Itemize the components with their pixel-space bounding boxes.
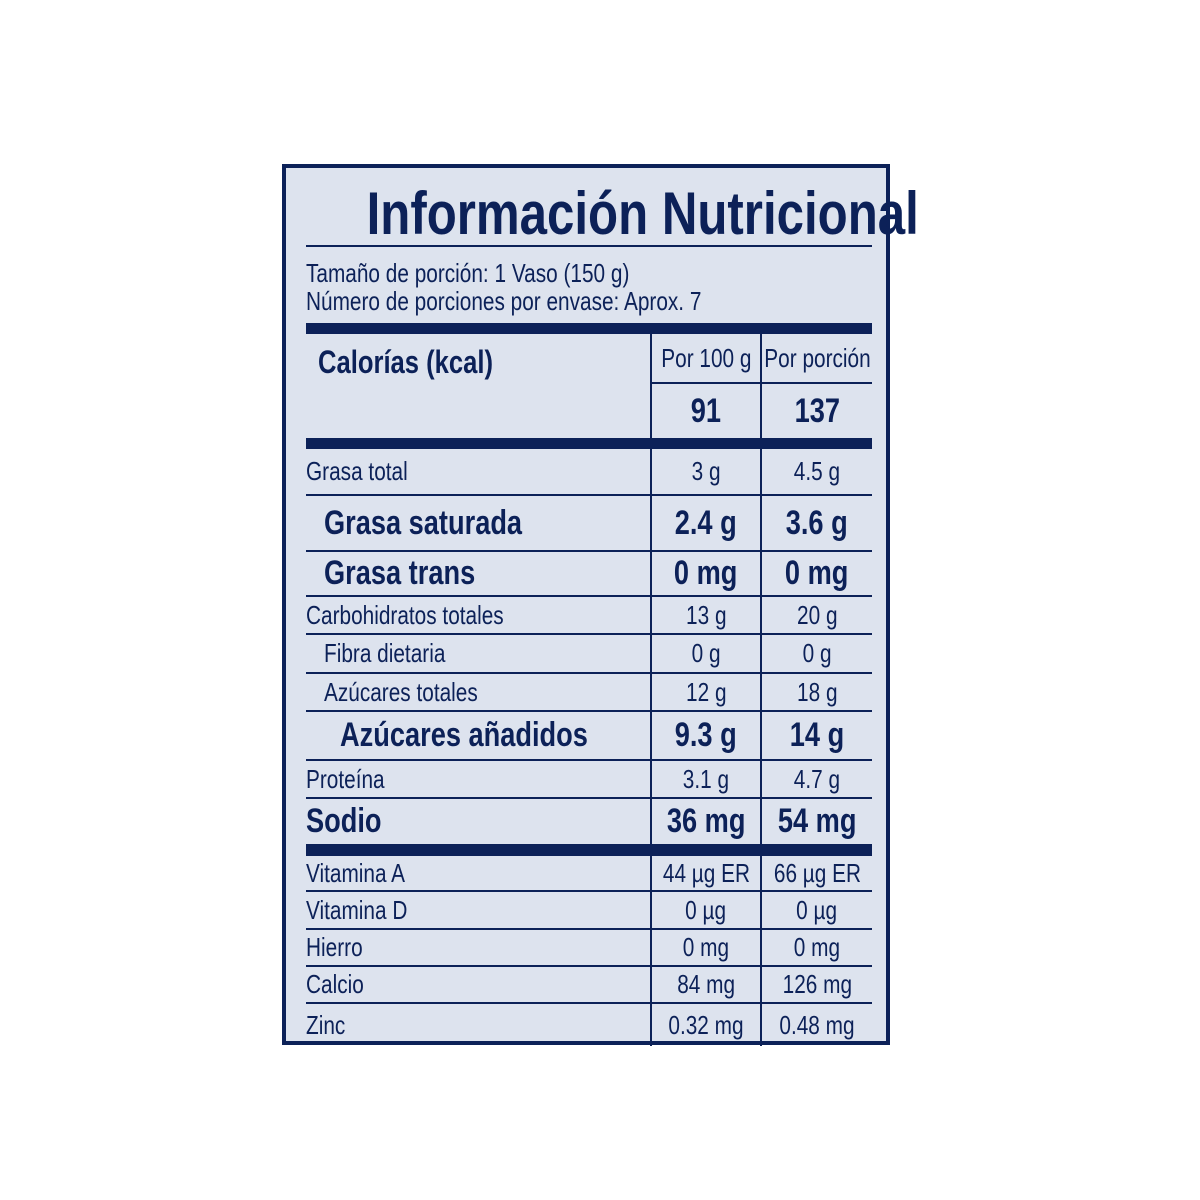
value-per-100g: 36 mg: [650, 799, 760, 844]
table-row: Grasa trans 0 mg 0 mg: [306, 552, 872, 597]
nutrients-table: Grasa total 3 g 4.5 g Grasa saturada 2.4 g 3.…: [306, 449, 872, 844]
table-row: Calcio 84 mg 126 mg: [306, 967, 872, 1004]
value-per-serving: 0 mg: [760, 930, 872, 967]
value-per-serving: 4.7 g: [760, 761, 872, 799]
value-per-100g: 0 g: [650, 635, 760, 674]
table-row: Carbohidratos totales 13 g 20 g: [306, 597, 872, 635]
value-per-serving: 14 g: [760, 712, 872, 761]
nutrient-label: Sodio: [306, 802, 382, 840]
value-per-serving: 54 mg: [760, 799, 872, 844]
value-per-100g: 9.3 g: [650, 712, 760, 761]
nutrient-label: Vitamina A: [306, 856, 650, 892]
value-per-100g: 0 mg: [650, 552, 760, 597]
divider-thick: [306, 438, 872, 449]
nutrient-label: Grasa saturada: [306, 496, 650, 552]
table-row: Grasa total 3 g 4.5 g: [306, 449, 872, 496]
nutrient-label: Carbohidratos totales: [306, 597, 650, 635]
value-per-serving: 0.48 mg: [760, 1004, 872, 1046]
value-per-serving: 4.5 g: [760, 449, 872, 496]
value-per-100g: 12 g: [650, 674, 760, 712]
divider-thick: [306, 323, 872, 334]
nutrient-label: Azúcares añadidos: [306, 712, 650, 761]
table-row: Sodio 36 mg 54 mg: [306, 799, 872, 844]
value-per-serving: 66 µg ER: [760, 856, 872, 892]
nutrient-label: Vitamina D: [306, 892, 650, 930]
value-per-100g: 84 mg: [650, 967, 760, 1004]
value-per-serving: 18 g: [760, 674, 872, 712]
nutrient-label: Proteína: [306, 761, 650, 799]
col-header-per-100g: Por 100 g: [650, 334, 760, 384]
label-title: Información Nutricional: [306, 168, 919, 247]
value-per-serving: 0 g: [760, 635, 872, 674]
nutrient-label: Hierro: [306, 930, 650, 967]
value-per-100g: 0.32 mg: [650, 1004, 760, 1046]
calories-label: Calorías (kcal): [318, 344, 494, 380]
value-per-100g: 13 g: [650, 597, 760, 635]
value-per-100g: 2.4 g: [650, 496, 760, 552]
table-row: Zinc 0.32 mg 0.48 mg: [306, 1004, 872, 1046]
nutrient-label: Grasa total: [306, 449, 650, 496]
value-per-100g: 3 g: [650, 449, 760, 496]
nutrient-label: Zinc: [306, 1009, 346, 1040]
value-per-100g: 0 mg: [650, 930, 760, 967]
col-header-per-serving: Por porción: [760, 334, 872, 384]
divider-thick: [306, 844, 872, 856]
table-row: Azúcares totales 12 g 18 g: [306, 674, 872, 712]
nutrient-label: Fibra dietaria: [306, 635, 650, 674]
table-row: Hierro 0 mg 0 mg: [306, 930, 872, 967]
table-row: Proteína 3.1 g 4.7 g: [306, 761, 872, 799]
value-per-100g: 44 µg ER: [650, 856, 760, 892]
calories-per-100g: 91: [650, 384, 760, 438]
table-row: Azúcares añadidos 9.3 g 14 g: [306, 712, 872, 761]
nutrient-label: Grasa trans: [306, 552, 650, 597]
value-per-serving: 20 g: [760, 597, 872, 635]
nutrient-label: Calcio: [306, 967, 650, 1004]
value-per-100g: 3.1 g: [650, 761, 760, 799]
value-per-100g: 0 µg: [650, 892, 760, 930]
calories-per-serving: 137: [760, 384, 872, 438]
table-row: Grasa saturada 2.4 g 3.6 g: [306, 496, 872, 552]
nutrition-facts-panel: Información Nutricional Tamaño de porció…: [282, 164, 919, 1046]
value-per-serving: 0 µg: [760, 892, 872, 930]
table-row: Vitamina A 44 µg ER 66 µg ER: [306, 856, 872, 892]
value-per-serving: 126 mg: [760, 967, 872, 1004]
serving-info: Tamaño de porción: 1 Vaso (150 g) Número…: [306, 247, 872, 323]
serving-size: Tamaño de porción: 1 Vaso (150 g): [306, 258, 630, 288]
value-per-serving: 0 mg: [760, 552, 872, 597]
value-per-serving: 3.6 g: [760, 496, 872, 552]
servings-per-container: Número de porciones por envase: Aprox. 7: [306, 286, 702, 316]
nutrient-label: Azúcares totales: [306, 674, 650, 712]
calories-block: Calorías (kcal) Por 100 g Por porción 91…: [306, 334, 872, 438]
